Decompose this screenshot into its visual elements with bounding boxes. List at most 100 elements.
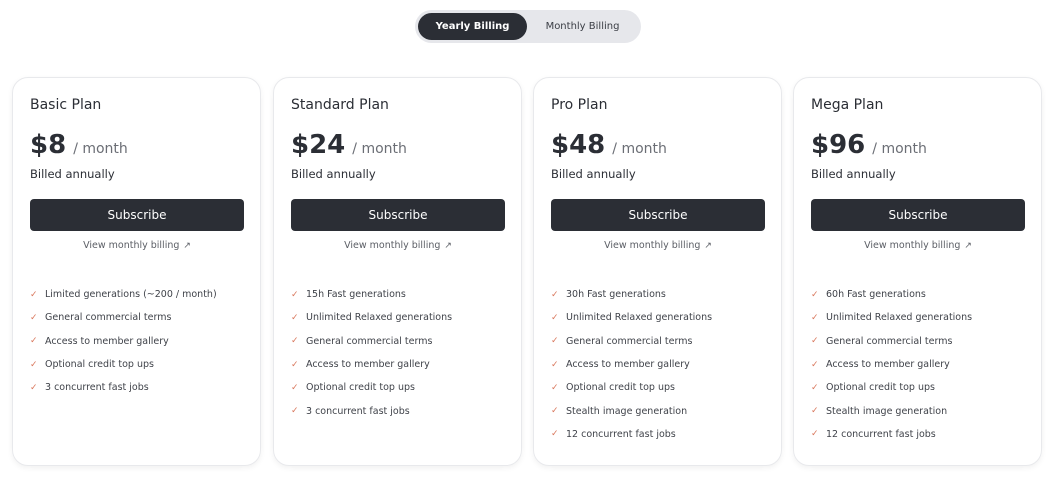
plan-card: Mega Plan $96 / month Billed annually Sub… xyxy=(793,77,1042,466)
yearly-billing-tab[interactable]: Yearly Billing xyxy=(418,13,528,40)
feature-label: Access to member gallery xyxy=(566,359,690,371)
check-icon: ✓ xyxy=(30,359,38,370)
price-period: / month xyxy=(352,141,407,157)
feature-label: 15h Fast generations xyxy=(306,289,406,301)
price-period: / month xyxy=(612,141,667,157)
feature-item: ✓ General commercial terms xyxy=(811,330,972,353)
feature-list: ✓ 15h Fast generations ✓ Unlimited Relaxed … xyxy=(291,283,452,423)
feature-item: ✓ General commercial terms xyxy=(30,306,217,329)
check-icon: ✓ xyxy=(811,336,819,347)
check-icon: ✓ xyxy=(30,336,38,347)
link-label: View monthly billing xyxy=(344,240,441,251)
feature-item: ✓ Optional credit top ups xyxy=(811,376,972,399)
link-label: View monthly billing xyxy=(604,240,701,251)
feature-item: ✓ 12 concurrent fast jobs xyxy=(811,423,972,446)
feature-item: ✓ Access to member gallery xyxy=(30,330,217,353)
plan-card: Basic Plan $8 / month Billed annually Sub… xyxy=(12,77,261,466)
feature-item: ✓ 12 concurrent fast jobs xyxy=(551,423,712,446)
feature-label: General commercial terms xyxy=(566,335,693,347)
feature-label: 3 concurrent fast jobs xyxy=(45,382,149,394)
check-icon: ✓ xyxy=(291,312,299,323)
feature-label: 30h Fast generations xyxy=(566,289,666,301)
price-period: / month xyxy=(872,141,927,157)
arrow-up-right-icon: ↗ xyxy=(964,241,972,251)
check-icon: ✓ xyxy=(291,382,299,393)
subscribe-button[interactable]: Subscribe xyxy=(30,199,244,231)
feature-item: ✓ Unlimited Relaxed generations xyxy=(551,306,712,329)
feature-item: ✓ Stealth image generation xyxy=(551,399,712,422)
feature-label: Access to member gallery xyxy=(306,359,430,371)
price-period: / month xyxy=(73,141,128,157)
price-amount: $24 xyxy=(291,130,346,160)
check-icon: ✓ xyxy=(811,382,819,393)
price-amount: $48 xyxy=(551,130,606,160)
feature-label: General commercial terms xyxy=(45,312,172,324)
check-icon: ✓ xyxy=(30,312,38,323)
feature-item: ✓ 30h Fast generations xyxy=(551,283,712,306)
feature-label: Optional credit top ups xyxy=(306,382,415,394)
view-monthly-billing-link[interactable]: View monthly billing ↗ xyxy=(30,240,244,251)
check-icon: ✓ xyxy=(551,289,559,300)
view-monthly-billing-link[interactable]: View monthly billing ↗ xyxy=(551,240,765,251)
plan-card: Pro Plan $48 / month Billed annually Subs… xyxy=(533,77,782,466)
arrow-up-right-icon: ↗ xyxy=(183,241,191,251)
feature-label: 12 concurrent fast jobs xyxy=(826,428,936,440)
feature-label: Optional credit top ups xyxy=(826,382,935,394)
feature-list: ✓ 30h Fast generations ✓ Unlimited Relaxed … xyxy=(551,283,712,446)
subscribe-button[interactable]: Subscribe xyxy=(551,199,765,231)
feature-item: ✓ Optional credit top ups xyxy=(291,376,452,399)
billing-note: Billed annually xyxy=(811,167,896,181)
feature-list: ✓ Limited generations (~200 / month) ✓ Gene… xyxy=(30,283,217,399)
check-icon: ✓ xyxy=(551,382,559,393)
check-icon: ✓ xyxy=(551,312,559,323)
feature-item: ✓ 3 concurrent fast jobs xyxy=(291,399,452,422)
feature-label: Optional credit top ups xyxy=(566,382,675,394)
monthly-billing-tab[interactable]: Monthly Billing xyxy=(545,21,620,32)
check-icon: ✓ xyxy=(551,429,559,440)
plan-title: Pro Plan xyxy=(551,97,608,113)
feature-label: General commercial terms xyxy=(826,335,953,347)
billing-note: Billed annually xyxy=(291,167,376,181)
check-icon: ✓ xyxy=(291,359,299,370)
feature-list: ✓ 60h Fast generations ✓ Unlimited Relaxed … xyxy=(811,283,972,446)
billing-note: Billed annually xyxy=(30,167,115,181)
feature-item: ✓ Optional credit top ups xyxy=(30,353,217,376)
feature-item: ✓ Unlimited Relaxed generations xyxy=(811,306,972,329)
feature-item: ✓ 3 concurrent fast jobs xyxy=(30,376,217,399)
feature-item: ✓ Limited generations (~200 / month) xyxy=(30,283,217,306)
subscribe-button[interactable]: Subscribe xyxy=(811,199,1025,231)
plan-price: $48 / month xyxy=(551,130,667,160)
feature-item: ✓ General commercial terms xyxy=(551,330,712,353)
billing-note: Billed annually xyxy=(551,167,636,181)
check-icon: ✓ xyxy=(551,336,559,347)
feature-item: ✓ Unlimited Relaxed generations xyxy=(291,306,452,329)
check-icon: ✓ xyxy=(551,406,559,417)
feature-label: Stealth image generation xyxy=(826,405,948,417)
feature-item: ✓ Access to member gallery xyxy=(551,353,712,376)
feature-label: Optional credit top ups xyxy=(45,359,154,371)
plan-title: Standard Plan xyxy=(291,97,389,113)
check-icon: ✓ xyxy=(811,406,819,417)
view-monthly-billing-link[interactable]: View monthly billing ↗ xyxy=(811,240,1025,251)
view-monthly-billing-link[interactable]: View monthly billing ↗ xyxy=(291,240,505,251)
plan-price: $96 / month xyxy=(811,130,927,160)
plan-title: Mega Plan xyxy=(811,97,884,113)
price-amount: $96 xyxy=(811,130,866,160)
check-icon: ✓ xyxy=(811,312,819,323)
check-icon: ✓ xyxy=(30,382,38,393)
feature-label: 3 concurrent fast jobs xyxy=(306,405,410,417)
subscribe-button[interactable]: Subscribe xyxy=(291,199,505,231)
plan-card: Standard Plan $24 / month Billed annually… xyxy=(273,77,522,466)
plan-title: Basic Plan xyxy=(30,97,102,113)
check-icon: ✓ xyxy=(291,406,299,417)
price-amount: $8 xyxy=(30,130,67,160)
feature-item: ✓ Access to member gallery xyxy=(811,353,972,376)
feature-label: Unlimited Relaxed generations xyxy=(306,312,453,324)
billing-toggle: Yearly Billing Monthly Billing xyxy=(415,10,641,43)
arrow-up-right-icon: ↗ xyxy=(704,241,712,251)
feature-label: General commercial terms xyxy=(306,335,433,347)
link-label: View monthly billing xyxy=(864,240,961,251)
arrow-up-right-icon: ↗ xyxy=(444,241,452,251)
feature-item: ✓ 15h Fast generations xyxy=(291,283,452,306)
check-icon: ✓ xyxy=(811,289,819,300)
